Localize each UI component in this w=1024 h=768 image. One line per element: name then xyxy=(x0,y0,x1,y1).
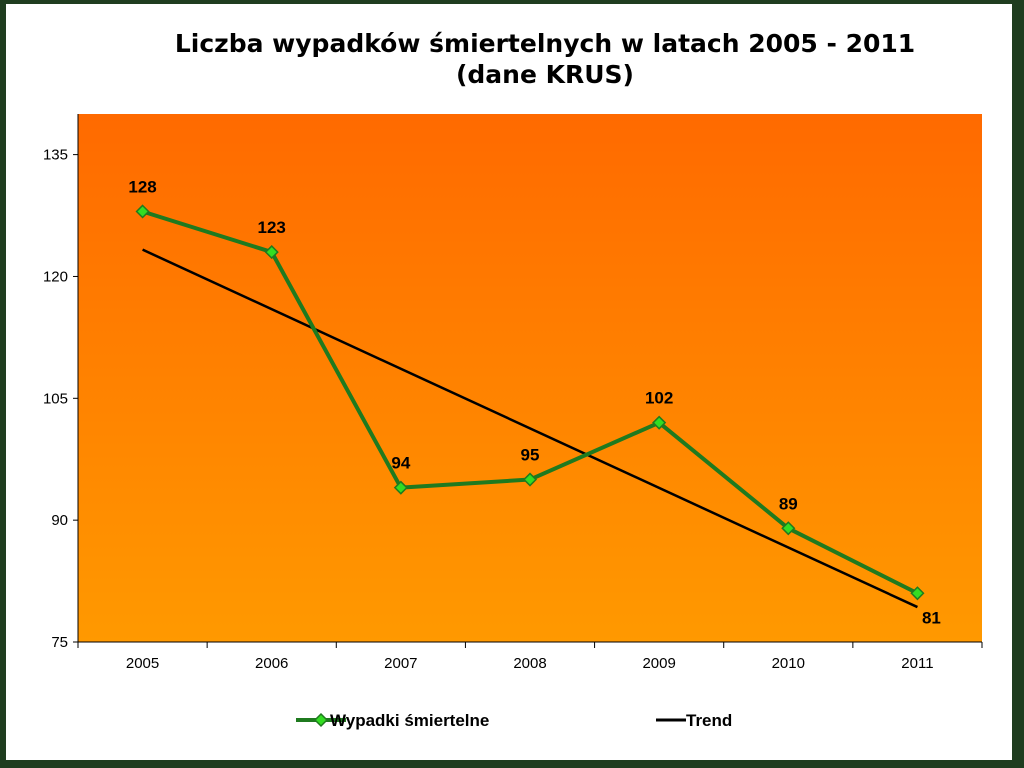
data-label: 128 xyxy=(128,177,156,196)
data-label: 123 xyxy=(258,218,286,237)
chart-subtitle: (dane KRUS) xyxy=(456,60,634,89)
data-point-marker xyxy=(264,245,279,260)
chart-title: Liczba wypadków śmiertelnych w latach 20… xyxy=(175,29,915,58)
data-label: 102 xyxy=(645,389,673,408)
x-tick-label: 2007 xyxy=(384,655,417,672)
trend-line xyxy=(142,248,918,609)
data-point-marker xyxy=(910,586,925,601)
legend: Wypadki śmiertelne Trend xyxy=(296,711,732,730)
x-tick-label: 2008 xyxy=(513,655,546,672)
y-tick-label: 90 xyxy=(51,512,68,529)
data-label: 89 xyxy=(779,494,798,513)
chart-frame: Liczba wypadków śmiertelnych w latach 20… xyxy=(6,4,1012,760)
x-tick-label: 2010 xyxy=(772,655,805,672)
x-tick-label: 2005 xyxy=(126,655,159,672)
data-point-marker xyxy=(781,521,796,536)
plot-area xyxy=(78,114,982,642)
y-tick-label: 135 xyxy=(43,147,68,164)
x-tick-label: 2009 xyxy=(642,655,675,672)
data-point-marker xyxy=(393,480,408,495)
legend-series-marker xyxy=(313,712,329,728)
data-label: 95 xyxy=(521,446,540,465)
data-label: 81 xyxy=(922,608,941,627)
x-tick-label: 2011 xyxy=(901,655,933,672)
y-tick-label: 75 xyxy=(51,634,68,651)
labels-layer: 128 123 94 95 102 89 81 xyxy=(128,177,941,627)
trend-layer xyxy=(142,248,918,609)
data-label: 94 xyxy=(391,454,410,473)
y-tick-label: 120 xyxy=(43,268,68,285)
chart: Liczba wypadków śmiertelnych w latach 20… xyxy=(43,29,983,730)
data-point-marker xyxy=(522,472,538,487)
series-layer xyxy=(135,204,925,601)
legend-series-label: Wypadki śmiertelne xyxy=(330,711,489,730)
x-tick-label: 2006 xyxy=(255,655,288,672)
y-tick-label: 105 xyxy=(43,390,68,407)
data-point-marker xyxy=(652,415,667,430)
legend-trend-label: Trend xyxy=(686,711,732,730)
axes: 75 90 105 120 135 2005 2006 2007 2008 2009 2010 201… xyxy=(43,114,983,672)
data-point-marker xyxy=(135,204,150,219)
